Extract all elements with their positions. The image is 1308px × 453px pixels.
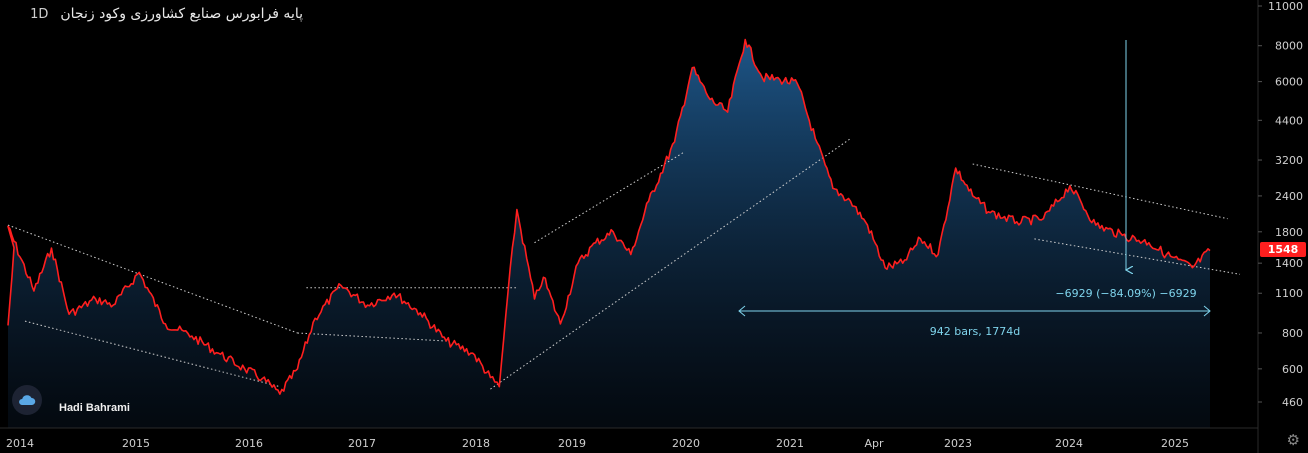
trendlines[interactable] xyxy=(7,138,1241,390)
y-tick-label: 3200 xyxy=(1275,154,1303,167)
x-tick-label: 2015 xyxy=(122,437,150,450)
author-watermark xyxy=(12,385,42,415)
trendline[interactable] xyxy=(297,332,447,342)
y-tick-label: 1400 xyxy=(1275,257,1303,270)
last-price-value: 1548 xyxy=(1268,243,1299,256)
x-tick-label: Apr xyxy=(864,437,884,450)
x-tick-label: 2017 xyxy=(348,437,376,450)
measure-arrow-left xyxy=(738,305,746,317)
measure-change-label: −6929 (−84.09%) −6929 xyxy=(1055,287,1196,300)
trendline[interactable] xyxy=(7,224,298,334)
y-tick-label: 800 xyxy=(1282,327,1303,340)
x-tick-label: 2021 xyxy=(776,437,804,450)
x-tick-label: 2020 xyxy=(672,437,700,450)
x-tick-label: 2014 xyxy=(6,437,34,450)
cloud-icon xyxy=(12,385,42,415)
y-tick-label: 600 xyxy=(1282,363,1303,376)
y-tick-label: 8000 xyxy=(1275,40,1303,53)
x-tick-label: 2023 xyxy=(944,437,972,450)
y-tick-label: 11000 xyxy=(1268,0,1303,13)
timeframe-label: 1D xyxy=(30,7,49,22)
measure-tool[interactable]: −6929 (−84.09%) −6929 942 bars, 1774d xyxy=(738,40,1211,338)
symbol-name: پایه فرابورس صنایع کشاورزی وکود زنجان xyxy=(60,6,303,22)
last-price-badge: 1548 xyxy=(1260,242,1306,257)
measure-arrow-right xyxy=(1203,305,1211,317)
x-tick-label: 2018 xyxy=(462,437,490,450)
settings-gear-icon[interactable]: ⚙ xyxy=(1286,431,1300,449)
x-tick-label: 2024 xyxy=(1055,437,1083,450)
price-area-fill xyxy=(8,39,1210,428)
measure-range-label: 942 bars, 1774d xyxy=(930,325,1020,338)
x-tick-label: 2025 xyxy=(1161,437,1189,450)
x-tick-label: 2016 xyxy=(235,437,263,450)
trendline[interactable] xyxy=(972,163,1228,220)
trendline[interactable] xyxy=(1034,238,1241,275)
price-series-line xyxy=(7,38,1211,395)
y-tick-label: 2400 xyxy=(1275,190,1303,203)
y-tick-label: 4400 xyxy=(1275,114,1303,127)
y-tick-label: 460 xyxy=(1282,396,1303,409)
y-tick-label: 1100 xyxy=(1275,287,1303,300)
price-area xyxy=(8,39,1210,428)
price-axis[interactable]: 11000 8000 6000 4400 3200 2400 1800 1400 1100 800… xyxy=(1257,0,1303,453)
y-tick-label: 1800 xyxy=(1275,226,1303,239)
author-name: Hadi Bahrami xyxy=(59,402,130,414)
trendline[interactable] xyxy=(534,152,684,244)
symbol-title: پایه فرابورس صنایع کشاورزی وکود زنجان 1D xyxy=(30,6,303,22)
x-tick-label: 2019 xyxy=(558,437,586,450)
trendline[interactable] xyxy=(490,138,851,390)
time-axis[interactable]: 2014 2015 2016 2017 2018 2019 2020 2021 Apr 2023 2… xyxy=(0,427,1258,450)
price-line xyxy=(7,38,1211,395)
last-price-badge-bg xyxy=(1260,242,1306,257)
y-tick-label: 6000 xyxy=(1275,76,1303,89)
